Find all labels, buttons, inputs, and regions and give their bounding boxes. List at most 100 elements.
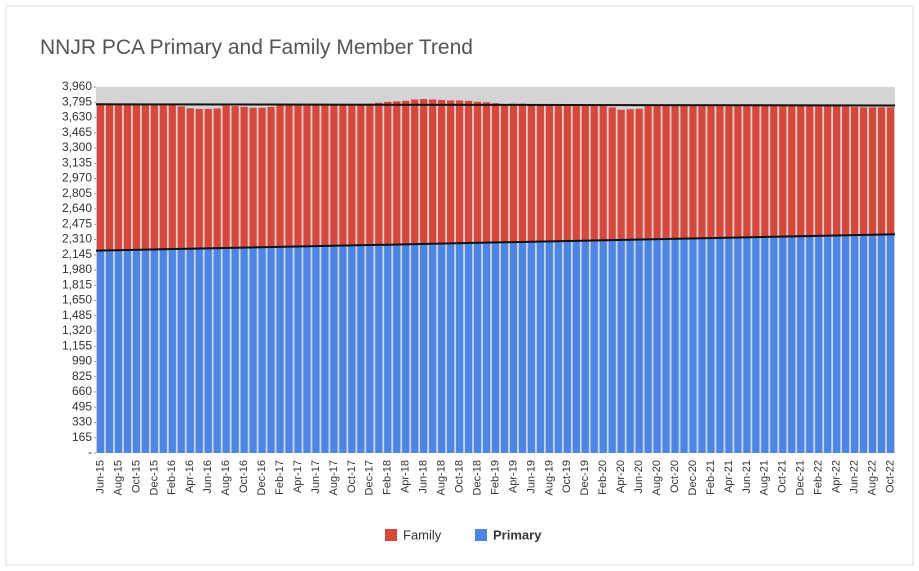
- x-tick-label: Oct-18: [453, 460, 465, 493]
- bar-segment: [500, 104, 509, 243]
- x-tick-label: Oct-20: [669, 460, 681, 493]
- bar-segment: [249, 247, 257, 453]
- bar-segment: [671, 104, 679, 239]
- bar-segment: [833, 235, 841, 453]
- y-tick-label: 3,960: [62, 79, 92, 93]
- bar-segment: [851, 235, 859, 453]
- bar-segment: [357, 104, 365, 246]
- x-tick-label: Apr-16: [184, 460, 196, 493]
- bar-segment: [527, 241, 536, 453]
- y-tick-label: 3,135: [62, 155, 92, 169]
- y-tick-label: 3,300: [62, 140, 92, 154]
- bar-segment: [886, 234, 895, 453]
- bar-segment: [186, 248, 194, 453]
- y-tick-label: 2,145: [62, 247, 92, 261]
- bar-segment: [842, 106, 850, 236]
- legend-label: Family: [403, 527, 442, 542]
- bar-segment: [303, 104, 311, 247]
- x-tick-label: Apr-22: [831, 460, 843, 493]
- bar-segment: [482, 242, 491, 453]
- bar-segment: [752, 237, 760, 453]
- bar-segment: [123, 250, 132, 453]
- x-tick-label: Apr-20: [615, 460, 627, 493]
- bar-segment: [572, 105, 580, 241]
- x-tick-label: Jun-19: [525, 460, 537, 494]
- bar-segment: [204, 108, 212, 249]
- bar-segment: [662, 104, 670, 239]
- bar-segment: [177, 106, 185, 249]
- bar-segment: [806, 105, 814, 236]
- bar-segment: [455, 100, 464, 244]
- x-tick-label: Feb-21: [705, 460, 717, 495]
- bar-segment: [276, 104, 284, 247]
- y-tick-label: 3,465: [62, 125, 92, 139]
- bar-segment: [581, 105, 589, 241]
- bar-segment: [285, 246, 293, 453]
- y-tick-label: 495: [72, 399, 92, 413]
- bar-segment: [806, 235, 814, 453]
- bar-segment: [626, 239, 634, 453]
- y-tick-label: 2,805: [62, 186, 92, 200]
- legend-swatch: [385, 529, 397, 541]
- y-tick-label: 825: [72, 369, 92, 383]
- bar-segment: [473, 242, 482, 453]
- bar-segment: [689, 105, 697, 239]
- y-tick-label: 2,475: [62, 216, 92, 230]
- x-tick-label: Aug-15: [112, 460, 124, 495]
- bar-segment: [240, 106, 248, 248]
- x-tick-label: Aug-19: [543, 460, 555, 495]
- bar-segment: [725, 237, 733, 453]
- y-tick-label: 3,630: [62, 110, 92, 124]
- bar-segment: [680, 104, 688, 239]
- bar-segment: [518, 103, 527, 242]
- y-tick-label: 1,155: [62, 338, 92, 352]
- bar-segment: [797, 236, 805, 453]
- bar-segment: [213, 248, 221, 453]
- bar-segment: [788, 105, 796, 237]
- x-tick-label: Oct-15: [130, 460, 142, 493]
- bar-segment: [339, 245, 347, 453]
- x-tick-label: Feb-16: [166, 460, 178, 495]
- bar-segment: [734, 105, 742, 238]
- x-tick-label: Feb-17: [274, 460, 286, 495]
- bar-segment: [330, 245, 338, 453]
- bar-segment: [653, 104, 661, 240]
- bar-segment: [563, 240, 571, 453]
- bar-segment: [590, 105, 598, 241]
- bar-segment: [411, 99, 419, 245]
- bar-segment: [859, 234, 868, 453]
- x-tick-label: Jun-18: [418, 460, 430, 494]
- bar-segment: [608, 107, 616, 241]
- y-tick-label: 660: [72, 384, 92, 398]
- bar-segment: [285, 104, 293, 247]
- bar-segment: [105, 104, 114, 251]
- x-tick-label: Oct-17: [346, 460, 358, 493]
- bar-segment: [204, 248, 212, 453]
- bar-segment: [267, 106, 275, 248]
- bar-segment: [276, 246, 284, 453]
- bar-segment: [473, 101, 482, 243]
- bar-segment: [626, 109, 634, 240]
- x-tick-label: Dec-15: [148, 460, 160, 495]
- bar-segment: [716, 237, 724, 453]
- bar-segment: [420, 243, 428, 453]
- bar-segment: [429, 99, 437, 244]
- x-tick-label: Aug-20: [651, 460, 663, 495]
- bar-segment: [608, 240, 616, 453]
- bar-segment: [402, 100, 410, 245]
- x-tick-label: Dec-19: [579, 460, 591, 495]
- bar-segment: [393, 101, 401, 245]
- bar-segment: [240, 247, 248, 453]
- bar-segment: [877, 107, 886, 235]
- bar-segment: [716, 105, 724, 238]
- x-tick-label: Dec-20: [687, 460, 699, 495]
- bar-segment: [743, 237, 751, 453]
- x-tick-label: Jun-22: [849, 460, 861, 494]
- x-tick-label: Jun-20: [633, 460, 645, 494]
- bar-segment: [411, 244, 419, 453]
- legend-swatch: [475, 529, 487, 541]
- bar-segment: [420, 99, 428, 244]
- bar-segment: [761, 236, 769, 453]
- bar-segment: [141, 104, 149, 250]
- bar-segment: [150, 105, 158, 250]
